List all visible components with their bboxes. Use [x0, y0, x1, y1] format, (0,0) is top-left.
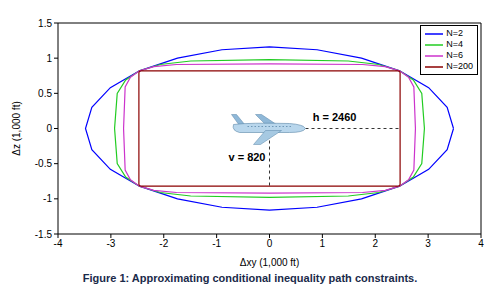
html-text:Figure 1: Approximating condit: Figure 1: Approximating conditional ineq…	[82, 272, 418, 284]
svg-text:Δz (1,000 ft): Δz (1,000 ft)	[11, 101, 22, 155]
html-text:N=200: N=200	[446, 61, 473, 71]
svg-text:Δxy (1,000 ft): Δxy (1,000 ft)	[240, 257, 299, 268]
svg-text:v = 820: v = 820	[228, 151, 265, 163]
svg-text:1: 1	[46, 53, 52, 64]
svg-text:1: 1	[320, 238, 326, 249]
html-text:N=4: N=4	[446, 39, 463, 49]
svg-text:-1: -1	[43, 193, 52, 204]
svg-text:-0.5: -0.5	[35, 158, 53, 169]
svg-text:h = 2460: h = 2460	[313, 111, 357, 123]
svg-text:-4: -4	[54, 238, 63, 249]
svg-text:-1: -1	[212, 238, 221, 249]
svg-text:0: 0	[267, 238, 273, 249]
svg-text:-2: -2	[159, 238, 168, 249]
svg-text:4: 4	[478, 238, 484, 249]
svg-text:2: 2	[372, 238, 378, 249]
svg-text:1.5: 1.5	[38, 18, 52, 29]
svg-text:-3: -3	[106, 238, 115, 249]
svg-text:0.5: 0.5	[38, 88, 52, 99]
svg-text:0: 0	[46, 123, 52, 134]
html-text:N=2: N=2	[446, 28, 463, 38]
svg-text:3: 3	[425, 238, 431, 249]
html-text:N=6: N=6	[446, 50, 463, 60]
svg-text:-1.5: -1.5	[35, 229, 53, 240]
